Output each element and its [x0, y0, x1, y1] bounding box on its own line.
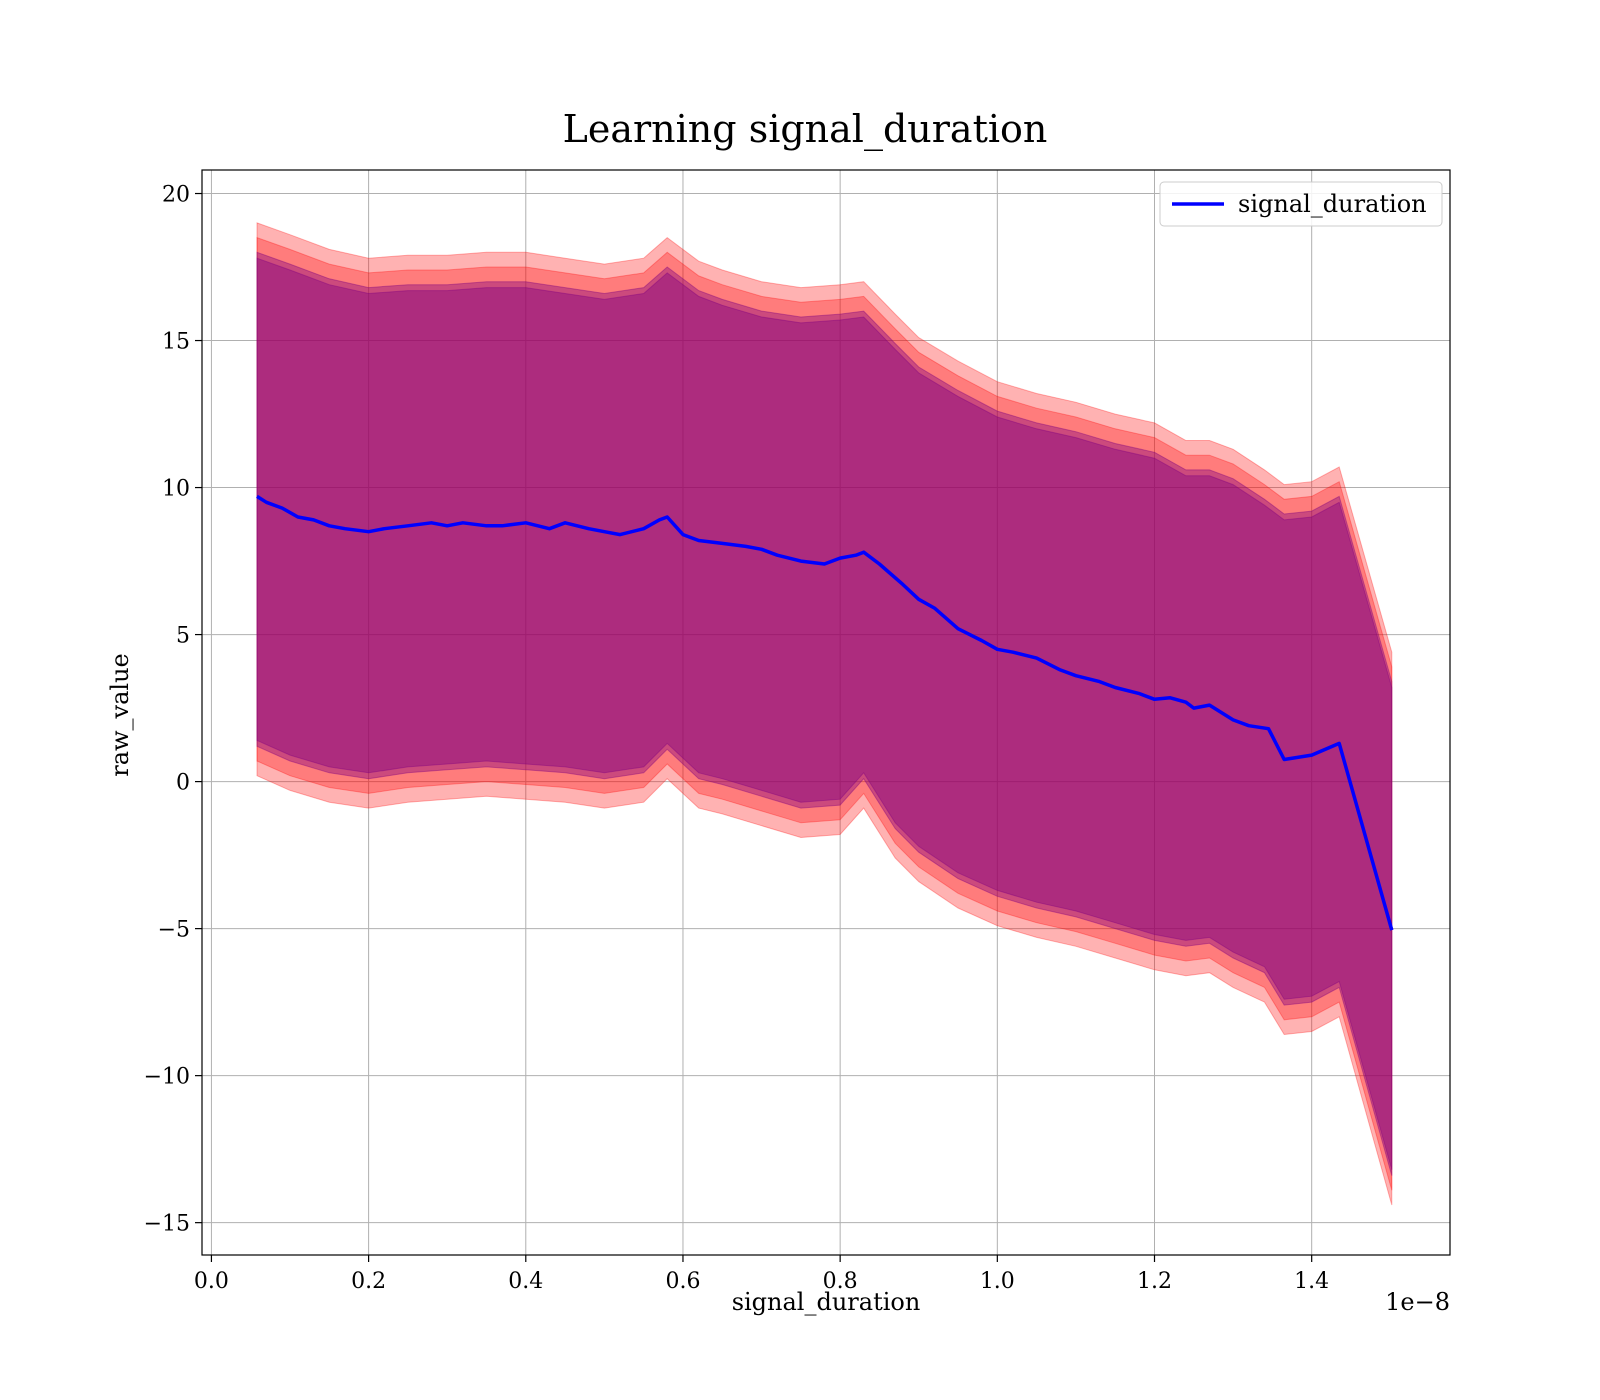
confidence-band	[256, 222, 1393, 1206]
y-tick-label: 0	[176, 771, 190, 796]
x-tick-label: 1.2	[1137, 1269, 1172, 1294]
y-tick-label: 20	[162, 183, 190, 208]
x-tick-label: 0.0	[194, 1269, 229, 1294]
x-tick-label: 0.2	[351, 1269, 386, 1294]
x-tick-label: 0.8	[823, 1269, 858, 1294]
confidence-band	[256, 251, 1393, 1176]
x-tick-label: 1.4	[1294, 1269, 1329, 1294]
y-tick-label: −10	[144, 1065, 190, 1090]
y-tick-label: 15	[162, 330, 190, 355]
y-axis-label: raw_value	[106, 653, 134, 777]
legend: signal_duration	[1159, 181, 1443, 227]
y-tick-label: 5	[176, 624, 190, 649]
series-line	[256, 494, 1394, 931]
confidence-band	[256, 257, 1393, 1170]
y-tick-label: −5	[158, 918, 190, 943]
legend-box	[1159, 181, 1443, 227]
x-axis-ticks: 0.0 0.2 0.4 0.6 0.8 1.0 1.2 1.4	[194, 1255, 1329, 1294]
x-tick-label: 0.4	[508, 1269, 543, 1294]
x-tick-label: 0.6	[665, 1269, 700, 1294]
y-tick-label: −15	[144, 1212, 190, 1237]
x-tick-label: 1.0	[980, 1269, 1015, 1294]
series-lines	[256, 494, 1394, 931]
plot-frame	[201, 169, 1451, 1256]
x-axis-label: signal_duration	[732, 1288, 921, 1316]
legend-label: signal_duration	[1238, 190, 1427, 218]
chart-title: Learning signal_duration	[563, 107, 1048, 152]
grid	[202, 170, 1450, 1255]
x-axis-offset-label: 1e−8	[1385, 1288, 1450, 1316]
confidence-bands	[256, 222, 1393, 1206]
confidence-band	[256, 236, 1393, 1191]
y-axis-ticks: −15 −10 −5 0 5 10 15 20	[144, 183, 202, 1237]
y-tick-label: 10	[162, 477, 190, 502]
